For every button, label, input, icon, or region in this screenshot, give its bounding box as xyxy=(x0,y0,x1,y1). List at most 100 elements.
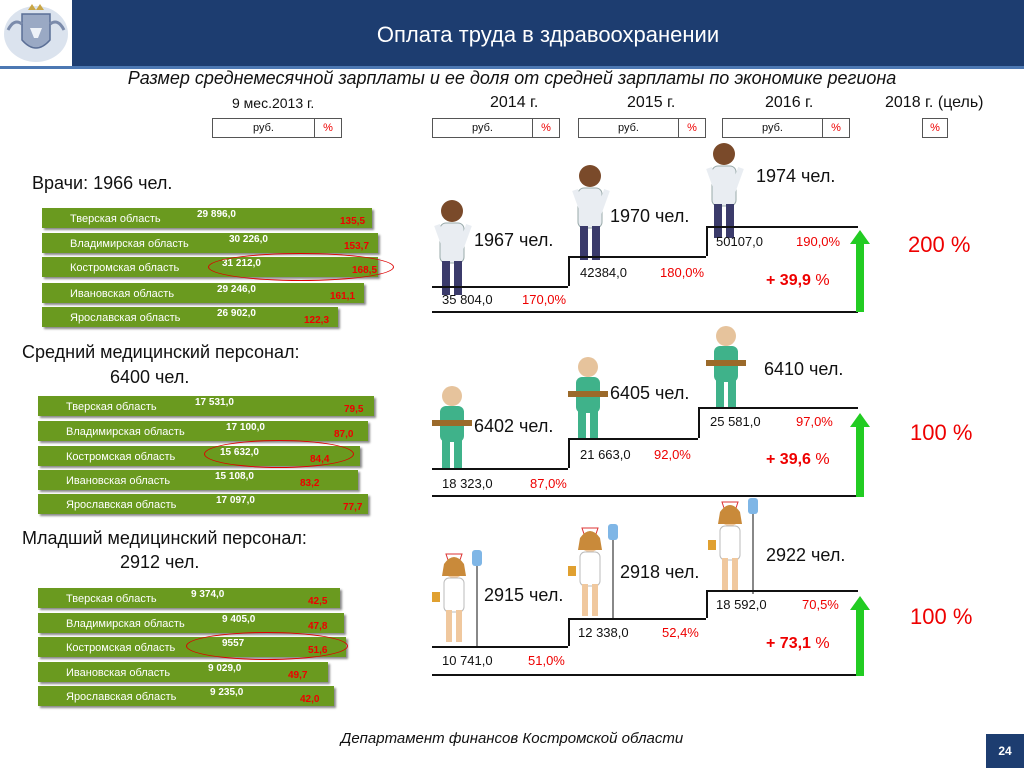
doctors-count-2014: 1967 чел. xyxy=(474,230,554,250)
mid-bar-vladimir: Владимирская область 17 100,0 87,0 xyxy=(38,421,368,441)
junior-baseline xyxy=(432,674,858,676)
nurse-figure-2014 xyxy=(432,548,488,653)
junior-bar-ivanovo: Ивановская область 9 029,0 49,7 xyxy=(38,662,328,682)
junior-step-riser-2 xyxy=(706,590,708,618)
doctors-value-2015: 42384,0 xyxy=(580,265,627,280)
doctors-bar-ivanovo: Ивановская область 29 246,0 161,1 xyxy=(42,283,364,303)
mid-percent-2016: 97,0% xyxy=(796,414,833,429)
doctors-bar-tver: Тверская область 29 896,0 135,5 xyxy=(42,208,372,228)
mid-percent-2015: 92,0% xyxy=(654,447,691,462)
column-heading-2013: 9 мес.2013 г. xyxy=(232,95,315,111)
doctors-kostroma-highlight xyxy=(208,253,394,281)
page-number: 24 xyxy=(986,734,1024,768)
mid-staff-count: 6400 чел. xyxy=(110,367,190,387)
column-heading-2014: 2014 г. xyxy=(490,94,539,111)
junior-value-2016: 18 592,0 xyxy=(716,597,767,612)
mid-up-arrow-icon xyxy=(850,413,870,502)
doctors-percent-2016: 190,0% xyxy=(796,234,841,249)
junior-percent-2014: 51,0% xyxy=(528,653,565,668)
nurse-figure-2016 xyxy=(708,496,764,601)
column-heading-2018-target: 2018 г. (цель) xyxy=(885,94,984,111)
doctors-increase: + 39,9 % xyxy=(766,272,830,289)
mid-bar-yaroslavl: Ярославская область 17 097,0 77,7 xyxy=(38,494,368,514)
medic-figure-2015 xyxy=(566,353,612,448)
mid-step-line-2016 xyxy=(698,407,858,409)
doctors-up-arrow-icon xyxy=(850,230,870,317)
column-heading-2015: 2015 г. xyxy=(627,94,676,111)
junior-percent-2015: 52,4% xyxy=(662,625,699,640)
mid-value-2015: 21 663,0 xyxy=(580,447,631,462)
doctors-step-line-2016 xyxy=(706,226,858,228)
doctors-title: Врачи: 1966 чел. xyxy=(32,173,173,193)
junior-bar-tver: Тверская область 9 374,0 42,5 xyxy=(38,588,340,608)
medic-figure-2016 xyxy=(704,322,750,417)
nurse-figure-2015 xyxy=(568,522,624,627)
junior-staff-title: Младший медицинский персонал: xyxy=(22,528,307,548)
mid-bar-ivanovo: Ивановская область 15 108,0 83,2 xyxy=(38,470,358,490)
coat-of-arms-logo xyxy=(0,0,72,66)
junior-count-2016: 2922 чел. xyxy=(766,545,846,565)
doctors-bar-yaroslavl: Ярославская область 26 902,0 122,3 xyxy=(42,307,338,327)
page-title: Оплата труда в здравоохранении xyxy=(376,22,720,47)
mid-percent-2014: 87,0% xyxy=(530,476,567,491)
mid-step-riser-2 xyxy=(698,407,700,438)
mid-count-2015: 6405 чел. xyxy=(610,383,690,403)
mid-bar-tver: Тверская область 17 531,0 79,5 xyxy=(38,396,374,416)
junior-kostroma-highlight xyxy=(186,632,348,660)
junior-target: 100 % xyxy=(910,604,973,629)
doctors-step-line-2015 xyxy=(568,256,706,258)
mid-value-2016: 25 581,0 xyxy=(710,414,761,429)
doctors-value-2016: 50107,0 xyxy=(716,234,763,249)
mid-count-2016: 6410 чел. xyxy=(764,359,844,379)
header-bar xyxy=(0,0,1024,66)
junior-step-line-2014 xyxy=(432,646,568,648)
subtitle: Размер среднемесячной зарплаты и ее доля… xyxy=(127,68,897,88)
junior-value-2015: 12 338,0 xyxy=(578,625,629,640)
mid-increase: + 39,6 % xyxy=(766,451,830,468)
footer-department: Департамент финансов Костромской области xyxy=(340,730,684,747)
doctors-target: 200 % xyxy=(908,232,971,257)
doctors-value-2014: 35 804,0 xyxy=(442,292,493,307)
doctors-baseline xyxy=(432,311,858,313)
doctors-count-2016: 1974 чел. xyxy=(756,166,836,186)
junior-increase: + 73,1 % xyxy=(766,635,830,652)
header-divider xyxy=(0,66,1024,69)
unit-box-2015: руб.% xyxy=(578,118,706,138)
doctors-step-line-2014 xyxy=(432,286,568,288)
junior-step-line-2015 xyxy=(568,618,706,620)
doctors-count-2015: 1970 чел. xyxy=(610,206,690,226)
junior-up-arrow-icon xyxy=(850,596,870,681)
junior-percent-2016: 70,5% xyxy=(802,597,839,612)
doctors-step-riser-1 xyxy=(568,256,570,286)
junior-step-riser-1 xyxy=(568,618,570,646)
column-heading-2016: 2016 г. xyxy=(765,94,814,111)
mid-value-2014: 18 323,0 xyxy=(442,476,493,491)
mid-step-line-2014 xyxy=(432,468,568,470)
junior-value-2014: 10 741,0 xyxy=(442,653,493,668)
mid-baseline xyxy=(432,495,858,497)
unit-box-2018: % xyxy=(922,118,948,138)
unit-box-2016: руб.% xyxy=(722,118,850,138)
unit-box-2013: руб.% xyxy=(212,118,342,138)
mid-target: 100 % xyxy=(910,420,973,445)
junior-staff-count: 2912 чел. xyxy=(120,552,200,572)
doctors-bar-vladimir: Владимирская область 30 226,0 153,7 xyxy=(42,233,378,253)
mid-step-riser-1 xyxy=(568,438,570,468)
doctors-percent-2015: 180,0% xyxy=(660,265,705,280)
medic-figure-2014 xyxy=(430,382,476,477)
junior-bar-yaroslavl: Ярославская область 9 235,0 42,0 xyxy=(38,686,334,706)
unit-box-2014: руб.% xyxy=(432,118,560,138)
doctors-percent-2014: 170,0% xyxy=(522,292,567,307)
junior-step-line-2016 xyxy=(706,590,858,592)
doctors-step-riser-2 xyxy=(706,226,708,256)
doctor-figure-2016 xyxy=(702,138,748,253)
doctor-figure-2015 xyxy=(568,160,614,275)
mid-count-2014: 6402 чел. xyxy=(474,416,554,436)
junior-count-2015: 2918 чел. xyxy=(620,562,700,582)
doctor-figure-2014 xyxy=(430,195,476,310)
mid-kostroma-highlight xyxy=(204,440,354,468)
mid-step-line-2015 xyxy=(568,438,698,440)
junior-count-2014: 2915 чел. xyxy=(484,585,564,605)
junior-bar-vladimir: Владимирская область 9 405,0 47,8 xyxy=(38,613,344,633)
mid-staff-title: Средний медицинский персонал: xyxy=(22,342,300,362)
